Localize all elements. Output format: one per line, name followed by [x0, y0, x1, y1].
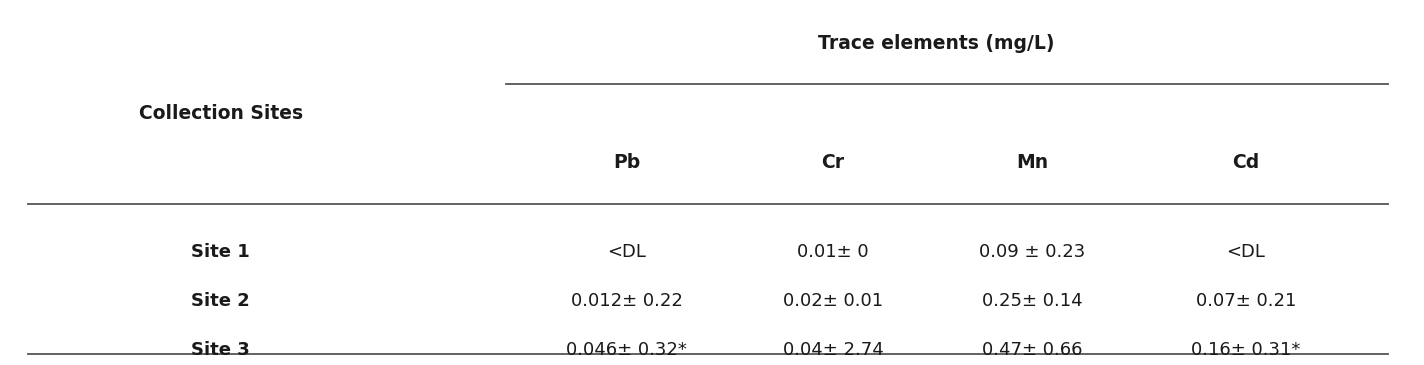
Text: 0.02± 0.01: 0.02± 0.01 [783, 292, 883, 310]
Text: 0.04± 2.74: 0.04± 2.74 [783, 341, 883, 360]
Text: Cd: Cd [1232, 153, 1260, 172]
Text: 0.09 ± 0.23: 0.09 ± 0.23 [980, 243, 1085, 261]
Text: 0.16± 0.31*: 0.16± 0.31* [1192, 341, 1300, 360]
Text: 0.47± 0.66: 0.47± 0.66 [983, 341, 1082, 360]
Text: Pb: Pb [612, 153, 641, 172]
Text: 0.01± 0: 0.01± 0 [797, 243, 869, 261]
Text: Collection Sites: Collection Sites [138, 104, 303, 123]
Text: Trace elements (mg/L): Trace elements (mg/L) [817, 34, 1055, 53]
Text: Site 2: Site 2 [191, 292, 251, 310]
Text: 0.046± 0.32*: 0.046± 0.32* [567, 341, 686, 360]
Text: 0.012± 0.22: 0.012± 0.22 [571, 292, 682, 310]
Text: Cr: Cr [822, 153, 844, 172]
Text: 0.25± 0.14: 0.25± 0.14 [983, 292, 1082, 310]
Text: <DL: <DL [1226, 243, 1266, 261]
Text: Mn: Mn [1017, 153, 1048, 172]
Text: <DL: <DL [607, 243, 646, 261]
Text: Site 1: Site 1 [191, 243, 251, 261]
Text: 0.07± 0.21: 0.07± 0.21 [1196, 292, 1296, 310]
Text: Site 3: Site 3 [191, 341, 251, 360]
